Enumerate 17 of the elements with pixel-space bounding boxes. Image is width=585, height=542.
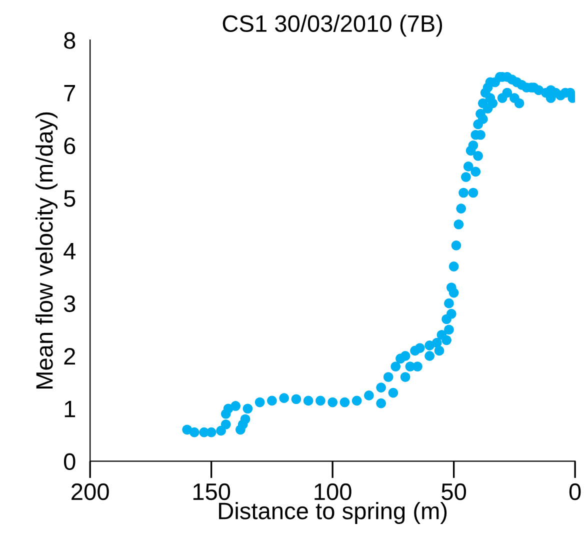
y-tick-label: 5 bbox=[64, 190, 76, 207]
x-tick-label: 200 bbox=[72, 483, 109, 500]
y-tick-label: 1 bbox=[64, 400, 76, 418]
y-tick-label: 6 bbox=[64, 137, 76, 154]
x-tick-label: 100 bbox=[314, 483, 352, 500]
y-tick-label: 4 bbox=[64, 242, 76, 260]
y-tick-label: 0 bbox=[64, 453, 76, 470]
y-axis-title: Mean flow velocity (m/day) bbox=[36, 112, 58, 388]
y-tick-label: 8 bbox=[64, 32, 76, 49]
y-tick-label: 2 bbox=[64, 348, 76, 365]
x-axis-title: Distance to spring (m) bbox=[219, 502, 447, 524]
x-tick-label: 0 bbox=[569, 483, 581, 500]
y-tick-label: 7 bbox=[64, 85, 76, 102]
x-tick-label: 150 bbox=[193, 483, 230, 500]
chart-title: CS1 30/03/2010 (7B) bbox=[222, 14, 442, 37]
x-tick-label: 50 bbox=[442, 483, 466, 500]
y-tick-label: 3 bbox=[64, 295, 76, 312]
